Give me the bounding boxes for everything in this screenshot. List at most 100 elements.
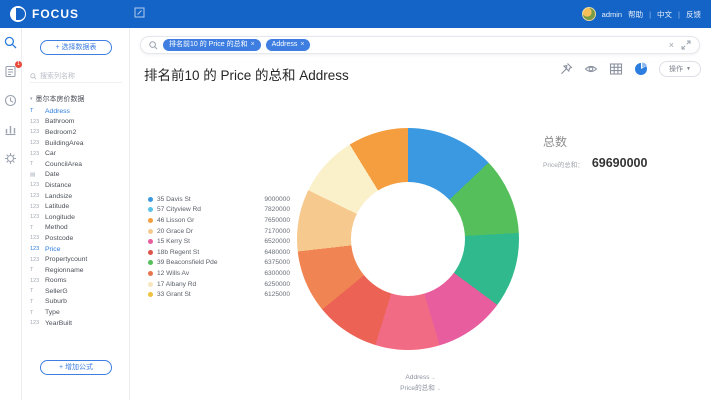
donut-chart[interactable] <box>297 128 519 350</box>
legend-item[interactable]: 17 Albany Rd 6250000 <box>148 279 290 290</box>
field-item-sellerg[interactable]: T SellerG <box>30 286 126 297</box>
column-search-input[interactable]: 搜索列名称 <box>30 70 122 83</box>
field-name: Bedroom2 <box>45 128 77 136</box>
pie-chart-icon[interactable] <box>634 62 648 76</box>
notification-badge: 1 <box>15 61 22 68</box>
field-item-method[interactable]: T Method <box>30 223 126 234</box>
field-list: T Address 123 Bathroom 123 Bedroom2 123 Buildin… <box>30 106 126 328</box>
number-type-icon: 123 <box>30 256 40 263</box>
settings-icon[interactable] <box>4 152 17 165</box>
x-axis-selector[interactable]: Address ⌄ <box>130 374 711 381</box>
number-type-icon: 123 <box>30 246 40 253</box>
legend-value: 6125000 <box>264 291 290 299</box>
main-area: 排名前10 的 Price 的总和 × Address × × 排名前10 的 Pri… <box>130 28 711 400</box>
field-item-date[interactable]: ▤ Date <box>30 170 126 181</box>
legend-value: 6520000 <box>264 238 290 246</box>
legend-item[interactable]: 39 Beaconsfield Pde 6375000 <box>148 258 290 269</box>
nav-link-language[interactable]: 中文 <box>657 9 673 19</box>
tag-close-icon[interactable]: × <box>250 41 255 48</box>
new-searchbook-icon[interactable] <box>134 5 145 23</box>
searchbook-icon[interactable]: 1 <box>4 61 22 78</box>
field-item-regionname[interactable]: T Regionname <box>30 265 126 276</box>
chevron-down-icon: ⌄ <box>436 386 441 392</box>
legend-color-dot <box>148 260 153 266</box>
legend-item[interactable]: 12 Wills Av 6300000 <box>148 268 290 279</box>
text-type-icon: T <box>30 298 34 305</box>
nav-separator: | <box>678 9 680 19</box>
legend-value: 6300000 <box>264 269 290 277</box>
datasource-icon[interactable] <box>4 123 17 136</box>
select-table-button[interactable]: + 选择数据表 <box>40 40 112 55</box>
field-item-rooms[interactable]: 123 Rooms <box>30 276 126 287</box>
actions-button[interactable]: 操作 ▼ <box>659 61 701 77</box>
column-search-placeholder: 搜索列名称 <box>40 73 75 80</box>
number-type-icon: 123 <box>30 118 40 125</box>
number-type-icon: 123 <box>30 214 40 221</box>
field-item-councilarea[interactable]: T CouncilArea <box>30 159 126 170</box>
x-axis-label: Address <box>405 374 430 381</box>
field-item-address[interactable]: T Address <box>30 106 126 117</box>
number-type-icon: 123 <box>30 129 40 136</box>
nav-link-help[interactable]: 帮助 <box>628 9 644 19</box>
history-icon[interactable] <box>4 94 17 107</box>
legend-color-dot <box>148 228 153 234</box>
query-tag[interactable]: Address × <box>265 39 311 51</box>
field-item-suburb[interactable]: T Suburb <box>30 297 126 308</box>
chevron-down-icon: ▼ <box>686 66 691 72</box>
field-name: SellerG <box>45 287 68 295</box>
chart-toolbar: 操作 ▼ <box>559 61 701 77</box>
expand-icon[interactable] <box>681 40 691 50</box>
search-icon[interactable] <box>4 36 17 49</box>
field-item-longitude[interactable]: 123 Longitude <box>30 212 126 223</box>
user-avatar[interactable] <box>581 7 596 21</box>
add-formula-button[interactable]: + 增加公式 <box>40 360 112 375</box>
pin-icon[interactable] <box>559 62 573 76</box>
legend-color-dot <box>148 270 153 276</box>
legend-item[interactable]: 46 Lisson Gr 7650000 <box>148 215 290 226</box>
field-item-distance[interactable]: 123 Distance <box>30 180 126 191</box>
legend-item[interactable]: 20 Grace Dr 7170000 <box>148 226 290 237</box>
legend-item[interactable]: 57 Cityview Rd 7820000 <box>148 205 290 216</box>
field-item-bathroom[interactable]: 123 Bathroom <box>30 117 126 128</box>
chevron-down-icon[interactable]: ▾ <box>30 96 33 102</box>
number-type-icon: 123 <box>30 193 40 200</box>
field-item-type[interactable]: T Type <box>30 307 126 318</box>
query-tag[interactable]: 排名前10 的 Price 的总和 × <box>163 39 261 51</box>
legend-label: 39 Beaconsfield Pde <box>157 259 218 267</box>
field-item-price[interactable]: 123 Price <box>30 244 126 255</box>
field-item-latitude[interactable]: 123 Latitude <box>30 201 126 212</box>
number-type-icon: 123 <box>30 203 40 210</box>
field-item-propertycount[interactable]: 123 Propertycount <box>30 254 126 265</box>
legend-color-dot <box>148 196 153 202</box>
eye-icon[interactable] <box>584 62 598 76</box>
legend-item[interactable]: 15 Kerry St 6520000 <box>148 236 290 247</box>
table-tree-node[interactable]: ▾ 墨尔本房价数据 <box>30 94 85 104</box>
question-search-bar[interactable]: 排名前10 的 Price 的总和 × Address × × <box>140 36 700 54</box>
nav-link-feedback[interactable]: 反馈 <box>686 9 701 19</box>
field-item-postcode[interactable]: 123 Postcode <box>30 233 126 244</box>
number-type-icon: 123 <box>30 235 40 242</box>
legend-value: 7650000 <box>264 216 290 224</box>
legend-item[interactable]: 33 Grant St 6125000 <box>148 289 290 300</box>
clear-query-icon[interactable]: × <box>668 40 674 50</box>
query-tags: 排名前10 的 Price 的总和 × Address × <box>163 39 311 51</box>
field-item-buildingarea[interactable]: 123 BuildingArea <box>30 138 126 149</box>
field-name: Car <box>45 150 56 158</box>
legend-label: 57 Cityview Rd <box>157 206 201 214</box>
tag-close-icon[interactable]: × <box>300 41 305 48</box>
field-item-yearbuilt[interactable]: 123 YearBuilt <box>30 318 126 329</box>
legend-color-dot <box>148 281 153 287</box>
legend-item[interactable]: 18b Regent St 6480000 <box>148 247 290 258</box>
table-name: 墨尔本房价数据 <box>35 96 85 103</box>
field-item-landsize[interactable]: 123 Landsize <box>30 191 126 202</box>
field-item-car[interactable]: 123 Car <box>30 148 126 159</box>
legend-item[interactable]: 35 Davis St 9000000 <box>148 194 290 205</box>
legend-color-dot <box>148 217 153 223</box>
navbar-right: admin 帮助 | 中文 | 反馈 <box>581 7 701 21</box>
query-tag-label: Address <box>271 41 298 48</box>
username[interactable]: admin <box>601 9 623 19</box>
legend-color-dot <box>148 249 153 255</box>
y-axis-selector[interactable]: Price的总和 ⌄ <box>130 382 711 392</box>
table-view-icon[interactable] <box>609 62 623 76</box>
field-item-bedroom2[interactable]: 123 Bedroom2 <box>30 127 126 138</box>
